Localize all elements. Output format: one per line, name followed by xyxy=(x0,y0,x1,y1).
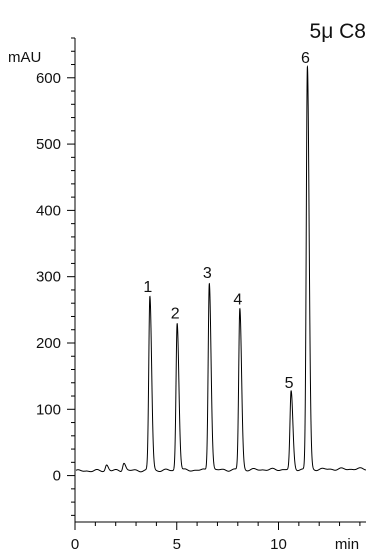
y-axis-label: mAU xyxy=(8,49,41,66)
y-tick-label: 100 xyxy=(36,401,61,418)
y-tick-label: 300 xyxy=(36,269,61,286)
chromatogram-trace xyxy=(75,64,367,473)
chart-title: 5μ C8 xyxy=(310,20,366,43)
peak-labels: 1 2 3 4 5 6 xyxy=(143,50,310,392)
y-tick-label: 400 xyxy=(36,202,61,219)
y-tick-label: 200 xyxy=(36,335,61,352)
peak-label: 6 xyxy=(301,50,310,67)
axes: 0 100 200 300 400 500 600 0 5 10 xyxy=(36,37,366,552)
x-axis-label: min xyxy=(335,536,359,552)
peak-label: 3 xyxy=(203,265,212,282)
y-tick-label: 600 xyxy=(36,70,61,87)
peak-label: 2 xyxy=(171,305,180,322)
y-tick-label: 500 xyxy=(36,136,61,153)
peak-label: 4 xyxy=(233,291,242,308)
x-tick-label: 5 xyxy=(173,536,181,552)
trace-layer xyxy=(75,64,367,473)
y-tick-label: 0 xyxy=(53,468,61,485)
x-tick-label: 0 xyxy=(71,536,79,552)
peak-label: 5 xyxy=(285,375,294,392)
x-tick-label: 10 xyxy=(270,536,287,552)
peak-label: 1 xyxy=(143,279,152,296)
